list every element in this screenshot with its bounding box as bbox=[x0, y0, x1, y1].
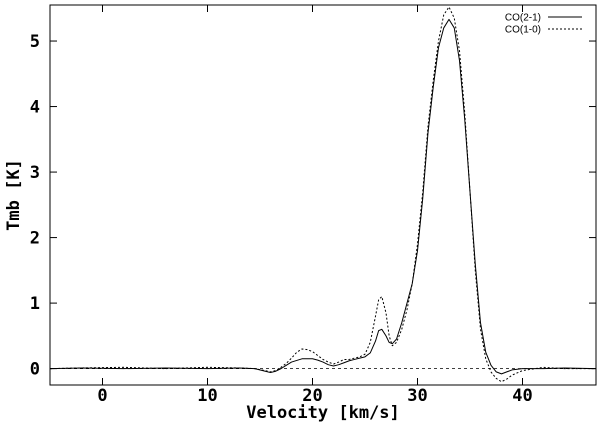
y-tick-label: 3 bbox=[30, 163, 40, 183]
x-tick-label: 20 bbox=[302, 386, 322, 406]
y-tick-label: 4 bbox=[30, 98, 40, 118]
series-line-1 bbox=[49, 18, 597, 375]
series-line-2 bbox=[49, 6, 596, 383]
y-tick-label: 5 bbox=[30, 32, 40, 52]
x-tick-label: 30 bbox=[407, 386, 427, 406]
legend-label: CO(2-1) bbox=[505, 13, 541, 24]
y-tick-label: 1 bbox=[30, 294, 40, 314]
y-tick-label: 2 bbox=[30, 229, 40, 249]
x-tick-label: 10 bbox=[197, 386, 217, 406]
plot-frame bbox=[49, 4, 597, 386]
legend: CO(2-1)CO(1-0) bbox=[505, 13, 582, 36]
y-tick-label: 0 bbox=[30, 360, 40, 380]
y-axis-title: Tmb [K] bbox=[4, 159, 24, 231]
x-axis-title: Velocity [km/s] bbox=[246, 403, 400, 423]
x-tick-label: 40 bbox=[512, 386, 532, 406]
x-tick-label: 0 bbox=[97, 386, 107, 406]
legend-label: CO(1-0) bbox=[505, 25, 541, 36]
